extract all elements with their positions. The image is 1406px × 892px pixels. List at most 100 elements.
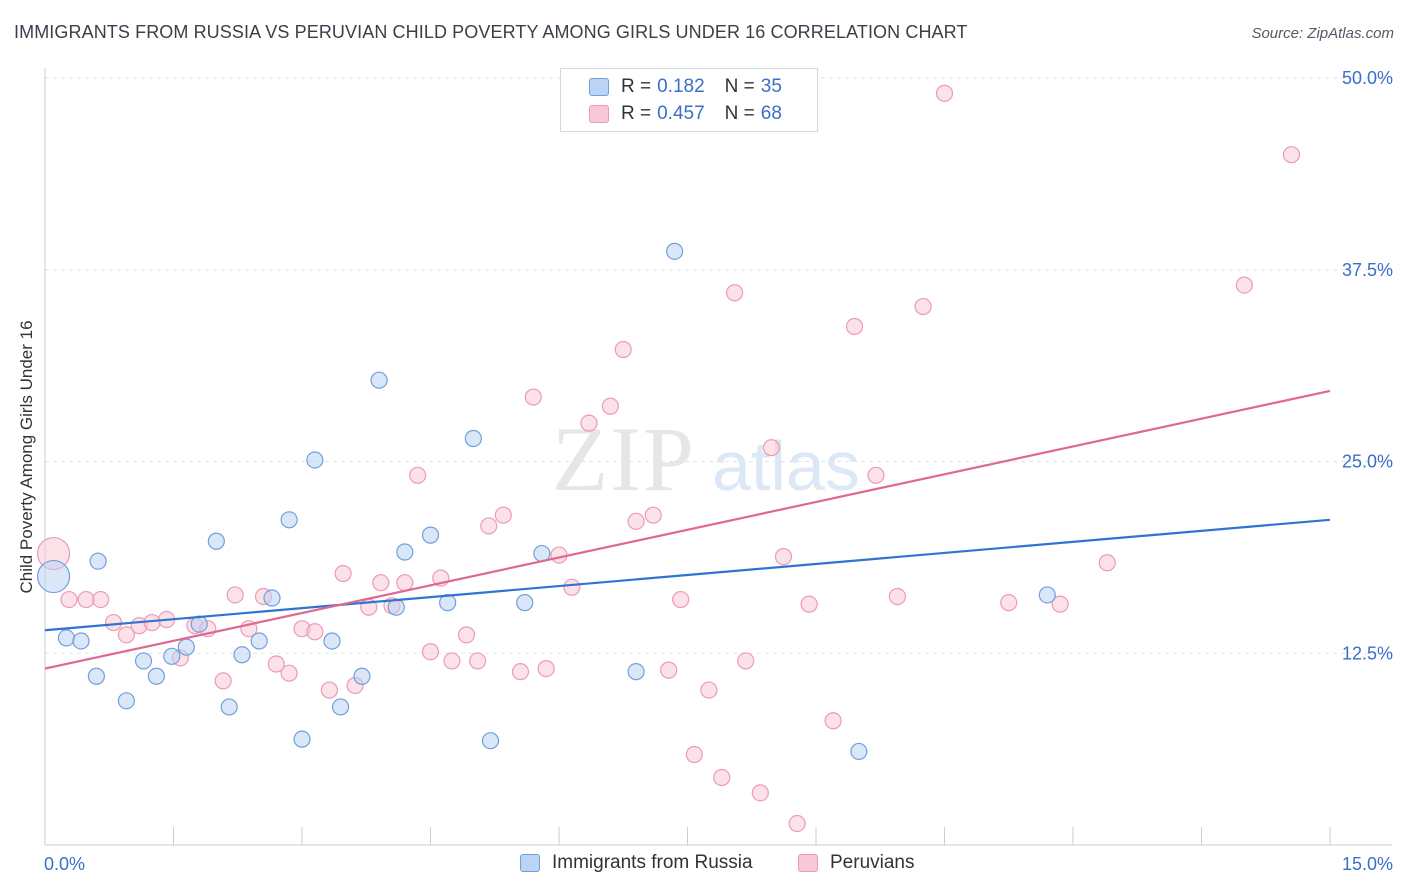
russia-point (370, 371, 388, 389)
axis-labels: 12.5% 25.0% 37.5% 50.0% 0.0% 15.0% Child Pover… (17, 68, 1393, 874)
r-label: R = (621, 103, 652, 124)
peruvians-point (306, 623, 324, 641)
russia-point (306, 451, 324, 469)
peruvians-point (550, 546, 568, 564)
russia-point (147, 667, 165, 685)
n-value-russia: 35 (760, 76, 782, 97)
russia-point (353, 667, 371, 685)
russia-point (464, 429, 482, 448)
peruvians-point (788, 814, 806, 833)
russia-point (293, 730, 311, 748)
watermark: ZIP atlas (552, 408, 860, 510)
watermark-atlas: atlas (712, 427, 860, 505)
russia-point (666, 242, 684, 260)
russia-swatch (589, 78, 609, 96)
peruvians-point (800, 595, 818, 613)
russia-point (421, 526, 440, 544)
peruvians-point (1051, 595, 1069, 613)
peruvians-trend-line (44, 389, 1331, 670)
y-tick-label: 37.5% (1342, 260, 1393, 280)
peruvians-point (409, 466, 427, 484)
trend-lines (44, 389, 1331, 670)
russia-point (396, 543, 414, 561)
peruvians-point (1098, 554, 1116, 572)
peruvians-point (1235, 276, 1253, 294)
peruvians-point (660, 661, 678, 679)
peruvians-point (267, 655, 285, 673)
n-label: N = (724, 103, 755, 124)
peruvians-point (726, 284, 744, 302)
peruvians-point (524, 388, 542, 406)
peruvians-point (92, 590, 110, 609)
peruvians-swatch (589, 105, 609, 123)
peruvians-point (214, 672, 232, 690)
legend-label-peruvians: Peruvians (830, 852, 915, 873)
legend-item-peruvians[interactable]: Peruvians (798, 852, 915, 874)
peruvians-point (443, 652, 461, 670)
watermark-zip: ZIP (552, 408, 696, 510)
peruvians-point (1000, 594, 1018, 612)
peruvians-point (563, 578, 581, 596)
n-value-peruvians: 68 (760, 103, 782, 124)
y-tick-label: 25.0% (1342, 452, 1393, 472)
russia-point (263, 589, 281, 607)
russia-point (87, 667, 106, 685)
y-tick-label: 50.0% (1342, 68, 1393, 88)
x-tick-label: 15.0% (1342, 854, 1393, 874)
peruvians-point (774, 548, 793, 566)
russia-point (117, 692, 135, 710)
axes (44, 68, 1392, 846)
russia-point (280, 511, 298, 529)
legend-row-peruvians: R = 0.457 N = 68 (589, 101, 782, 127)
peruvians-point (104, 613, 123, 632)
russia-point (850, 742, 868, 761)
y-axis-title: Child Poverty Among Girls Under 16 (17, 320, 36, 593)
peruvians-point (935, 84, 954, 102)
peruvians-point (469, 652, 487, 670)
correlation-legend: R = 0.182 N = 35 R = 0.457 N = 68 (560, 68, 818, 132)
peruvians-point (580, 414, 598, 432)
source-label: Source: ZipAtlas.com (1251, 25, 1394, 42)
peruvians-point (672, 590, 690, 609)
peruvians-point (1282, 146, 1301, 164)
russia-point (250, 632, 268, 650)
russia-point (89, 552, 107, 570)
peruvians-point (845, 317, 864, 336)
peruvians-point (614, 340, 632, 359)
peruvians-point (511, 663, 530, 681)
russia-point (323, 632, 341, 650)
peruvians-point (457, 626, 476, 644)
peruvians-point (685, 745, 703, 764)
x-tick-label: 0.0% (44, 854, 85, 874)
series-legend: Immigrants from Russia Peruvians (0, 852, 1406, 878)
peruvians-point (751, 784, 769, 802)
peruvians-point (494, 506, 512, 524)
russia-point (516, 594, 534, 612)
russia-trend-line (44, 518, 1331, 632)
russia-swatch (520, 854, 540, 872)
peruvians-point (280, 664, 298, 682)
y-tick-label: 12.5% (1342, 643, 1393, 663)
legend-label-russia: Immigrants from Russia (552, 852, 753, 873)
peruvians-point (914, 297, 932, 316)
peruvians-point (77, 590, 95, 609)
russia-point (57, 629, 76, 647)
n-label: N = (724, 76, 755, 97)
russia-point (331, 698, 350, 716)
peruvians-swatch (798, 854, 818, 872)
peruvians-point (537, 659, 555, 678)
peruvians-point (117, 626, 135, 644)
russia-point (163, 647, 181, 665)
peruvians-point (396, 574, 414, 592)
peruvians-point (644, 506, 662, 524)
peruvians-point (372, 574, 390, 592)
russia-point (220, 698, 238, 716)
legend-item-russia[interactable]: Immigrants from Russia (520, 852, 753, 874)
r-value-russia: 0.182 (657, 76, 705, 97)
russia-point (134, 652, 153, 670)
peruvians-point (601, 397, 620, 415)
russia-point (207, 532, 225, 550)
peruvians-point (888, 587, 906, 606)
chart-title: IMMIGRANTS FROM RUSSIA VS PERUVIAN CHILD… (14, 22, 968, 42)
